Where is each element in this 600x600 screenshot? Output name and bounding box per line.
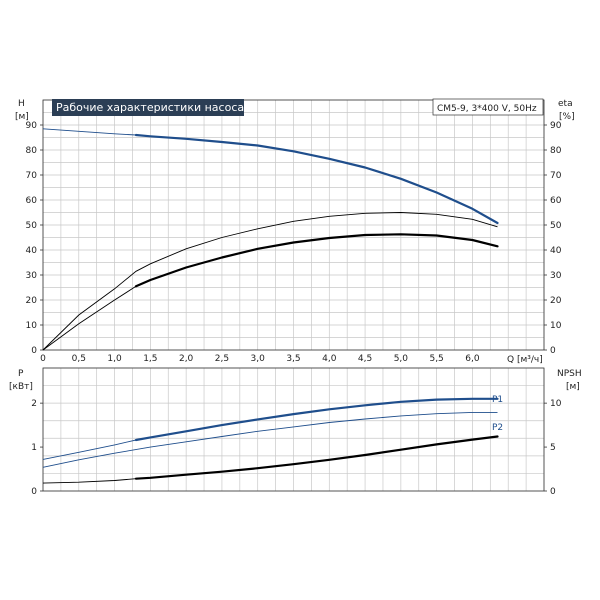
left-tick-label: 1 [31, 443, 37, 453]
curve-head-efficiency-0-bold [134, 133, 499, 225]
right-tick-label: 10 [550, 321, 562, 331]
left-tick-label: 90 [26, 121, 38, 131]
right-tick-label: 90 [550, 121, 562, 131]
right-tick-label: 60 [550, 196, 562, 206]
title-background [52, 99, 244, 116]
right-tick-label: 5 [550, 443, 556, 453]
x-tick-label: 3,0 [251, 354, 266, 364]
q-axis-label: Q [м³/ч] [507, 355, 543, 365]
p2-label: P2 [492, 423, 503, 433]
x-tick-label: 5,5 [429, 354, 443, 364]
model-label: CM5-9, 3*400 V, 50Hz [437, 104, 537, 114]
right-tick-label: 10 [550, 399, 562, 409]
right-tick-label: 70 [550, 171, 562, 181]
curve-P2 [42, 411, 498, 468]
left-tick-label: 50 [26, 221, 38, 231]
curve-head-efficiency-0-thin [42, 128, 137, 136]
p1-label: P1 [492, 395, 503, 405]
curve-head-efficiency-2 [42, 212, 498, 351]
x-tick-label: 6,0 [465, 354, 480, 364]
p-axis-unit: [кВт] [9, 382, 33, 392]
x-tick-label: 4,0 [322, 354, 337, 364]
x-tick-label: 5,0 [394, 354, 409, 364]
right-tick-label: 20 [550, 296, 562, 306]
right-tick-label: 0 [550, 487, 556, 497]
x-tick-label: 4,5 [358, 354, 372, 364]
left-tick-label: 80 [26, 146, 38, 156]
x-tick-label: 2,0 [179, 354, 194, 364]
eta-axis-label: eta [558, 99, 573, 109]
left-tick-label: 40 [26, 246, 38, 256]
left-tick-label: 30 [26, 271, 38, 281]
p-axis-label: P [18, 369, 24, 379]
x-tick-label: 3,5 [286, 354, 300, 364]
right-tick-label: 0 [550, 346, 556, 356]
x-tick-label: 0,5 [72, 354, 86, 364]
left-tick-label: 2 [31, 399, 37, 409]
right-tick-label: 30 [550, 271, 562, 281]
right-tick-label: 50 [550, 221, 562, 231]
curve-head-efficiency-1-thin [42, 285, 137, 351]
grid-layer [42, 99, 545, 492]
curve-layer [42, 128, 499, 484]
left-tick-label: 0 [31, 487, 37, 497]
h-axis-unit: [м] [15, 112, 29, 122]
npsh-axis-label: NPSH [557, 369, 582, 379]
plot-frame [42, 367, 545, 492]
chart-title: Рабочие характеристики насоса [56, 101, 244, 114]
x-tick-label: 2,5 [215, 354, 229, 364]
right-tick-label: 40 [550, 246, 562, 256]
left-tick-label: 20 [26, 296, 38, 306]
left-tick-label: 70 [26, 171, 38, 181]
model-badge [432, 98, 544, 116]
left-tick-label: 10 [26, 321, 38, 331]
x-tick-label: 1,0 [107, 354, 122, 364]
left-tick-label: 60 [26, 196, 38, 206]
npsh-axis-unit: [м] [566, 382, 580, 392]
x-tick-label: 0 [40, 354, 46, 364]
right-tick-label: 80 [550, 146, 562, 156]
curve-head-efficiency-1-bold [134, 233, 499, 288]
curve-P1-bold [134, 397, 499, 442]
curve-power-npsh-2-bold [134, 435, 499, 480]
x-tick-label: 1,5 [143, 354, 157, 364]
eta-axis-unit: [%] [559, 112, 575, 122]
left-tick-label: 0 [31, 346, 37, 356]
curve-P1-thin [42, 439, 137, 460]
h-axis-label: H [18, 99, 25, 109]
curve-power-npsh-2-thin [42, 478, 137, 484]
